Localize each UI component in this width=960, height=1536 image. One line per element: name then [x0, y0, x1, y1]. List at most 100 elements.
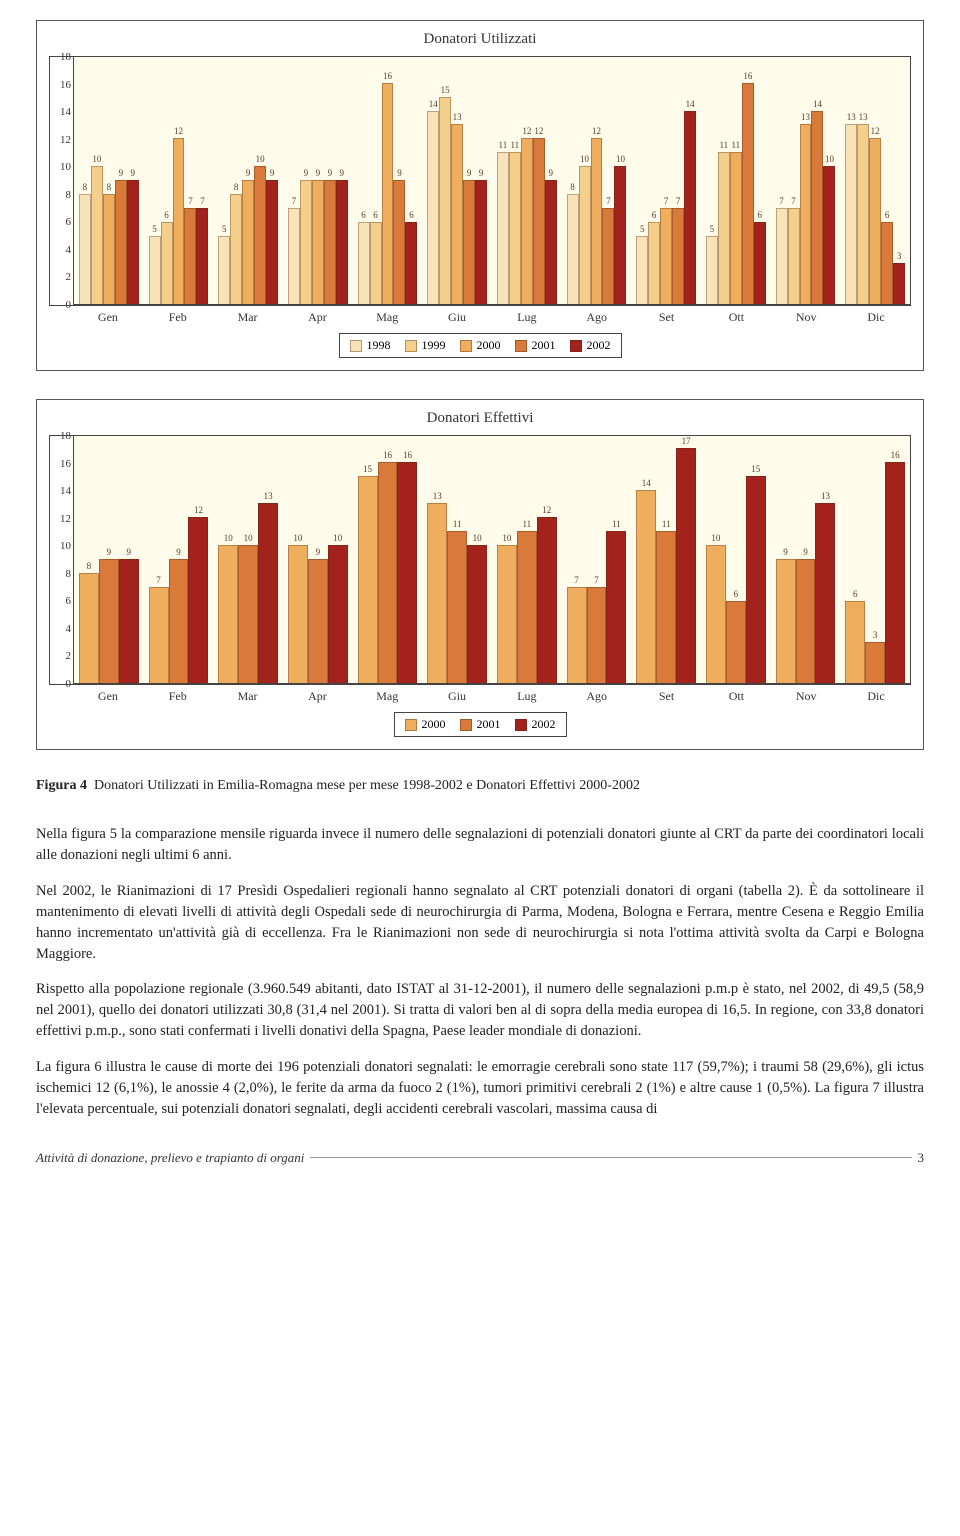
bar: 9 [393, 180, 405, 305]
bar: 6 [726, 601, 746, 684]
bar-value-label: 10 [92, 154, 101, 164]
bar-value-label: 5 [152, 224, 157, 234]
bar-value-label: 10 [825, 154, 834, 164]
legend-label: 2002 [587, 338, 611, 353]
x-label: Ago [562, 310, 632, 325]
x-label: Nov [771, 689, 841, 704]
x-label: Ott [701, 689, 771, 704]
bar-value-label: 9 [397, 168, 402, 178]
bar: 11 [517, 531, 537, 684]
bar: 8 [79, 194, 91, 305]
bar: 9 [242, 180, 254, 305]
bar-value-label: 10 [293, 533, 302, 543]
month-group: 14151399 [427, 97, 487, 305]
bar-value-label: 10 [616, 154, 625, 164]
body-text: Nella figura 5 la comparazione mensile r… [36, 824, 924, 1120]
legend-swatch [405, 719, 417, 731]
bar: 13 [815, 503, 835, 684]
bar-value-label: 9 [328, 168, 333, 178]
bar: 14 [684, 111, 696, 305]
bar: 9 [308, 559, 328, 684]
bar: 11 [730, 152, 742, 305]
bar-value-label: 9 [803, 547, 808, 557]
bar: 12 [533, 138, 545, 305]
month-group: 101112 [497, 517, 557, 684]
bar: 12 [591, 138, 603, 305]
bar: 6 [405, 222, 417, 305]
bar-value-label: 12 [174, 126, 183, 136]
footer-rule [310, 1157, 911, 1158]
bar-value-label: 11 [731, 140, 740, 150]
bar-value-label: 6 [361, 210, 366, 220]
bar: 7 [196, 208, 208, 305]
bar: 11 [656, 531, 676, 684]
bar-value-label: 9 [246, 168, 251, 178]
x-label: Ott [701, 310, 771, 325]
bar-value-label: 6 [373, 210, 378, 220]
paragraph: Nel 2002, le Rianimazioni di 17 Presìdi … [36, 881, 924, 965]
bar-value-label: 10 [580, 154, 589, 164]
bar-value-label: 8 [234, 182, 239, 192]
bar: 16 [397, 462, 417, 684]
bar-value-label: 8 [87, 561, 92, 571]
bar: 10 [288, 545, 308, 684]
bar: 9 [463, 180, 475, 305]
bar-value-label: 8 [83, 182, 88, 192]
month-group: 6316 [845, 462, 905, 684]
month-group: 810899 [79, 166, 139, 305]
bar-value-label: 5 [640, 224, 645, 234]
bar-value-label: 5 [222, 224, 227, 234]
bar-value-label: 13 [801, 112, 810, 122]
bar-value-label: 6 [734, 589, 739, 599]
legend-label: 2000 [422, 717, 446, 732]
bar-value-label: 16 [743, 71, 752, 81]
bar-value-label: 9 [467, 168, 472, 178]
bar-value-label: 11 [499, 140, 508, 150]
bar-value-label: 9 [119, 168, 124, 178]
bar-value-label: 7 [676, 196, 681, 206]
bar-value-label: 15 [441, 85, 450, 95]
bar: 8 [567, 194, 579, 305]
bar-value-label: 9 [127, 547, 132, 557]
bar-value-label: 9 [479, 168, 484, 178]
legend-item: 2002 [515, 717, 556, 732]
bar-value-label: 6 [853, 589, 858, 599]
bar-value-label: 11 [662, 519, 671, 529]
bar-value-label: 9 [176, 547, 181, 557]
bar: 7 [660, 208, 672, 305]
legend-swatch [405, 340, 417, 352]
bar-value-label: 13 [859, 112, 868, 122]
bar-value-label: 8 [107, 182, 112, 192]
x-label: Giu [422, 310, 492, 325]
x-label: Dic [841, 689, 911, 704]
y-tick: 4 [66, 623, 72, 635]
month-group: 13131263 [845, 124, 905, 305]
chart-donatori-utilizzati: Donatori Utilizzati 024681012141618 8108… [36, 20, 924, 371]
legend-item: 2001 [460, 717, 501, 732]
bar-value-label: 14 [686, 99, 695, 109]
bar: 10 [254, 166, 266, 305]
bar-value-label: 10 [244, 533, 253, 543]
bar: 9 [169, 559, 189, 684]
month-group: 661696 [358, 83, 418, 305]
bar: 8 [230, 194, 242, 305]
bar: 15 [358, 476, 378, 684]
bar: 9 [300, 180, 312, 305]
bar-value-label: 16 [383, 71, 392, 81]
y-tick: 16 [60, 79, 71, 91]
bar-value-label: 15 [363, 464, 372, 474]
chart2-y-axis: 024681012141618 [50, 436, 74, 684]
bar: 9 [796, 559, 816, 684]
chart2-canvas: 024681012141618 899791210101310910151616… [49, 435, 911, 685]
chart1-legend: 19981999200020012002 [339, 333, 622, 358]
chart1-title: Donatori Utilizzati [49, 31, 911, 48]
bar: 6 [881, 222, 893, 305]
bar: 13 [845, 124, 857, 305]
paragraph: La figura 6 illustra le cause di morte d… [36, 1057, 924, 1120]
y-tick: 2 [66, 650, 72, 662]
bar-value-label: 16 [383, 450, 392, 460]
bar-value-label: 9 [131, 168, 136, 178]
legend-label: 1998 [367, 338, 391, 353]
bar-value-label: 11 [453, 519, 462, 529]
paragraph: Rispetto alla popolazione regionale (3.9… [36, 979, 924, 1042]
